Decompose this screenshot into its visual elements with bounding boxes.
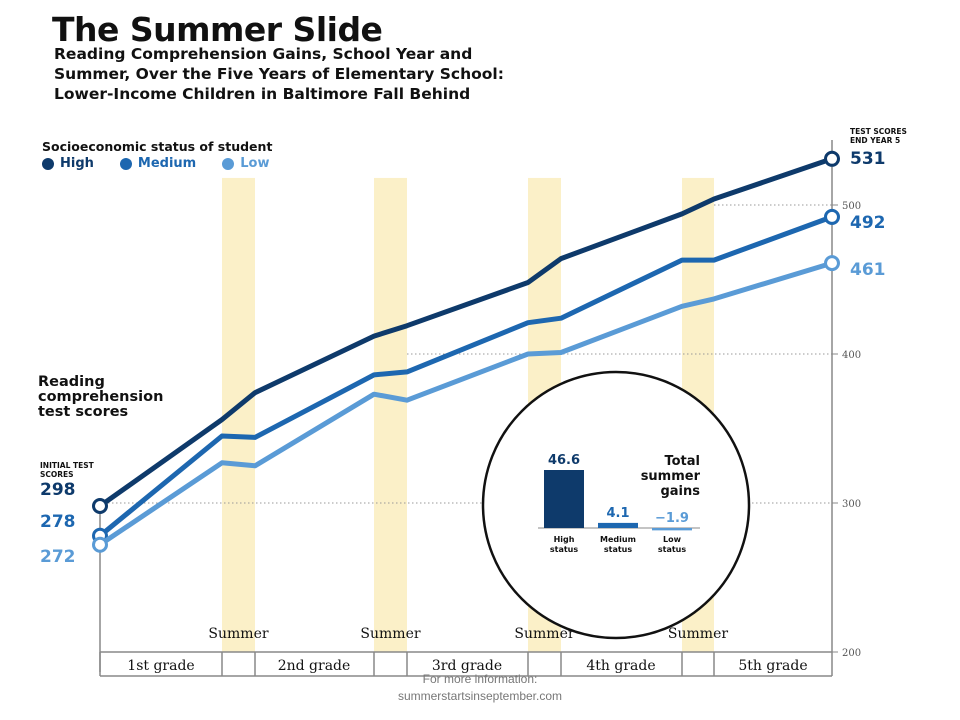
- series-line-medium: [97, 214, 835, 539]
- legend-item-medium: Medium: [119, 156, 197, 171]
- inset-bar-category: Medium: [600, 535, 636, 544]
- summer-band: [374, 177, 407, 652]
- initial-value-medium: 278: [40, 512, 76, 532]
- legend-item-high: High: [42, 156, 94, 171]
- legend-item-low: Low: [222, 156, 269, 171]
- end-point-low: [824, 255, 840, 272]
- summer-label: Summer: [208, 626, 268, 642]
- initial-scores-label-line: SCORES: [40, 470, 74, 479]
- summer-label: Summer: [514, 626, 574, 642]
- inset-bar-value: 4.1: [606, 506, 629, 521]
- inset-bar: [598, 522, 638, 528]
- y-tick-label: 400: [842, 350, 861, 361]
- legend: High Medium Low: [42, 156, 269, 171]
- subtitle-line: Lower-Income Children in Baltimore Fall …: [54, 85, 471, 103]
- series-line-low: [97, 260, 835, 548]
- y-axis-label-line: test scores: [38, 404, 129, 420]
- inset-title-line: summer: [641, 469, 701, 484]
- end-scores-label-line: END YEAR 5: [850, 136, 901, 145]
- inset-bar-category: status: [604, 545, 633, 554]
- initial-scores-label: INITIAL TEST SCORES: [40, 461, 94, 479]
- end-point-high: [824, 150, 840, 167]
- inset-bar: [544, 470, 584, 528]
- initial-scores-label-line: INITIAL TEST: [40, 461, 94, 470]
- end-value-medium: 492: [850, 213, 886, 233]
- inset-bar-category: High: [554, 535, 575, 544]
- start-point-high: [92, 497, 108, 514]
- end-scores-label-line: TEST SCORES: [850, 127, 907, 136]
- y-tick-label: 200: [842, 648, 861, 659]
- y-axis-label: Reading comprehension test scores: [38, 375, 163, 420]
- chart-subtitle: Reading Comprehension Gains, School Year…: [54, 44, 674, 104]
- end-value-high: 531: [850, 149, 886, 169]
- initial-value-high: 298: [40, 480, 76, 500]
- inset-circle: [481, 370, 751, 640]
- summer-label: Summer: [360, 626, 420, 642]
- legend-label-medium: Medium: [137, 156, 197, 171]
- inset-bar-category: status: [658, 545, 687, 554]
- end-scores-label: TEST SCORES END YEAR 5: [850, 127, 907, 145]
- chart-title: The Summer Slide: [52, 10, 383, 49]
- y-tick-label: 300: [842, 499, 861, 510]
- series-line-high: [97, 156, 835, 509]
- end-point-medium: [824, 208, 840, 225]
- summer-label: Summer: [668, 626, 728, 642]
- grade-label: 3rd grade: [432, 658, 502, 674]
- inset-bar-category: Low: [663, 535, 682, 544]
- subtitle-line: Reading Comprehension Gains, School Year…: [54, 45, 473, 63]
- inset-bar-value: 46.6: [548, 453, 580, 468]
- legend-swatch-high: [42, 157, 54, 170]
- inset-chart: 46.6Highstatus4.1Mediumstatus−1.9Lowstat…: [481, 370, 751, 640]
- y-axis-label-line: Reading: [38, 374, 105, 390]
- subtitle-line: Summer, Over the Five Years of Elementar…: [54, 65, 504, 83]
- y-tick-label: 500: [842, 201, 861, 212]
- inset-title-line: gains: [660, 484, 700, 499]
- inset-bar-value: −1.9: [655, 511, 689, 526]
- axes: 1st grade 2nd grade 3rd grade 4th grade 5th …: [99, 140, 833, 677]
- series-lines: [92, 150, 840, 553]
- footer-line: For more information:: [422, 672, 538, 686]
- grade-label: 2nd grade: [278, 658, 351, 674]
- inset-title-line: Total: [664, 454, 700, 469]
- end-value-low: 461: [850, 260, 886, 280]
- inset-bar-category: status: [550, 545, 579, 554]
- footer-note: For more information: summerstartsinsept…: [0, 671, 960, 705]
- inset-bar: [652, 528, 692, 531]
- legend-label-high: High: [60, 156, 94, 171]
- legend-title: Socioeconomic status of student: [42, 139, 273, 154]
- y-axis-label-line: comprehension: [38, 389, 164, 405]
- legend-label-low: Low: [240, 156, 270, 171]
- initial-value-low: 272: [40, 547, 76, 567]
- legend-swatch-medium: [119, 157, 132, 170]
- grade-label: 4th grade: [586, 658, 655, 674]
- gridlines: 200 300 400 500: [100, 201, 861, 659]
- grade-label: 5th grade: [738, 658, 807, 674]
- grade-label: 1st grade: [127, 658, 194, 674]
- start-point-low: [92, 536, 108, 553]
- legend-swatch-low: [222, 157, 235, 170]
- footer-line: summerstartsinseptember.com: [397, 689, 563, 703]
